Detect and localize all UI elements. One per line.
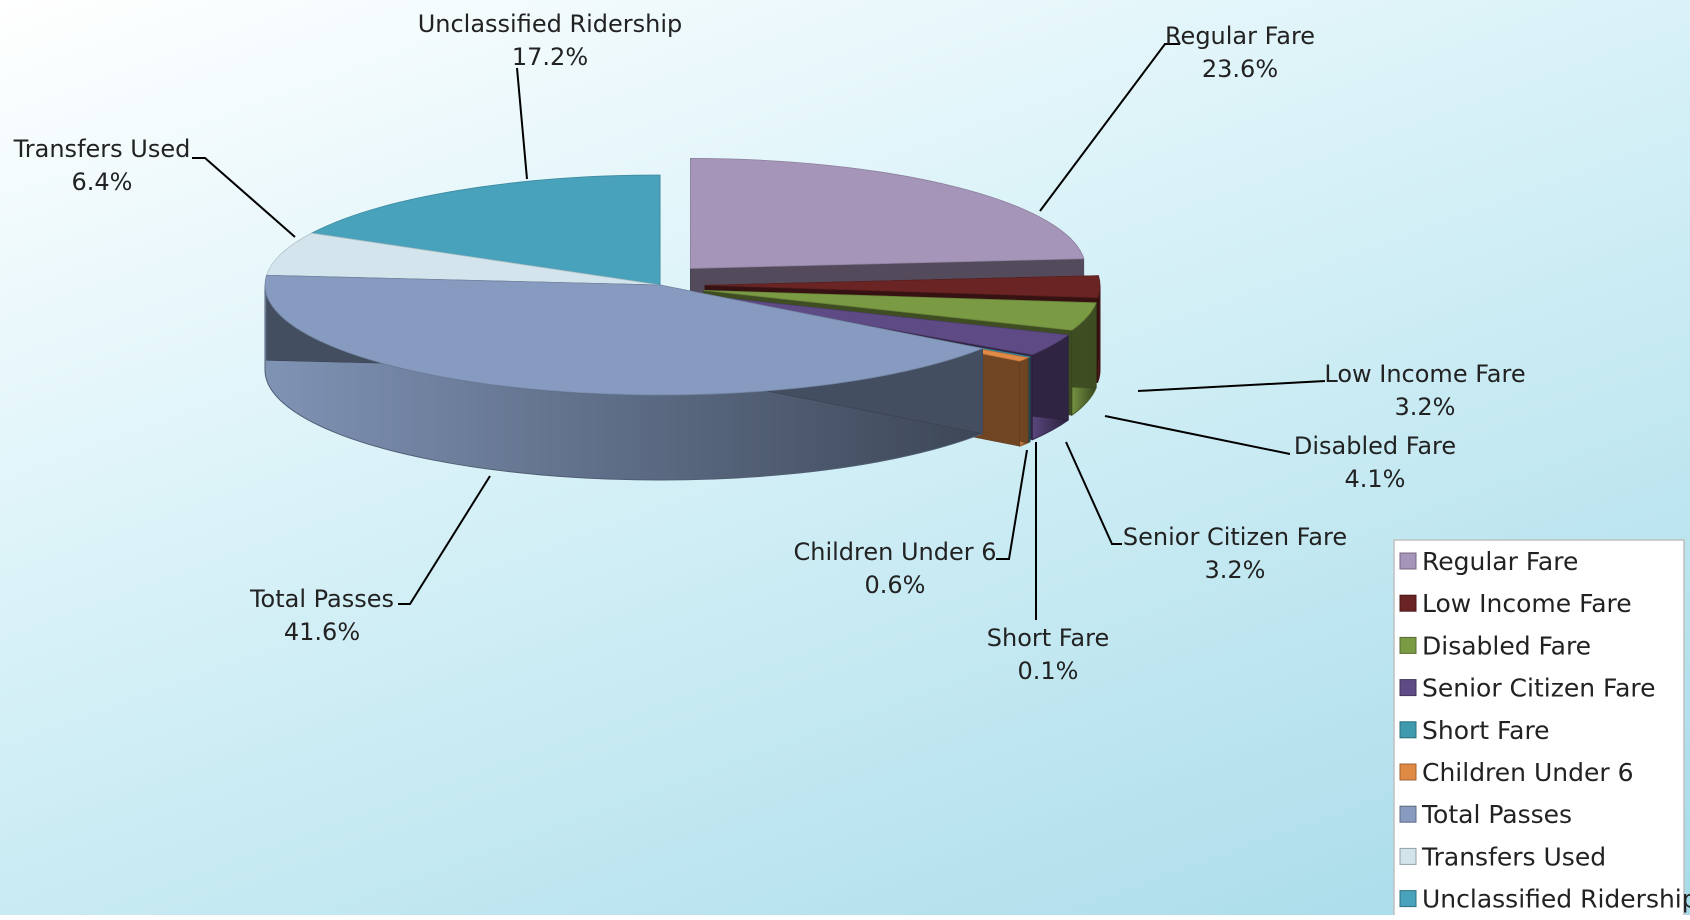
data-label-children-under-6: Children Under 6 xyxy=(793,538,996,566)
legend-swatch-children-under-6 xyxy=(1399,763,1417,781)
data-label-transfers-used: Transfers Used xyxy=(13,135,191,163)
pie-slice-total-passes xyxy=(264,274,984,481)
pie-slice-top xyxy=(703,289,1097,331)
data-label-percent-total-passes: 41.6% xyxy=(284,618,360,646)
data-label-percent-children-under-6: 0.6% xyxy=(865,571,926,599)
pie-slice-top xyxy=(689,158,1085,269)
legend: Regular Fare Low Income Fare Disabled Fare… xyxy=(1393,539,1690,920)
data-label-unclassified-ridership: Unclassified Ridership xyxy=(418,10,683,38)
data-label-short-fare: Short Fare xyxy=(987,624,1109,652)
pie-layer xyxy=(264,158,1101,481)
leader-line-disabled-fare xyxy=(1104,415,1291,455)
legend-item-transfers-used: Transfers Used xyxy=(1421,842,1606,871)
pie-slice-top xyxy=(704,275,1101,299)
data-label-disabled-fare: Disabled Fare xyxy=(1294,432,1456,460)
data-label-percent-low-income-fare: 3.2% xyxy=(1395,393,1456,421)
data-labels: Regular Fare 23.6% Low Income Fare 3.2% Disa… xyxy=(13,10,1526,685)
data-label-percent-short-fare: 0.1% xyxy=(1018,657,1079,685)
legend-box xyxy=(1393,539,1685,920)
data-label-total-passes: Total Passes xyxy=(249,585,394,613)
data-label-percent-disabled-fare: 4.1% xyxy=(1345,465,1406,493)
leader-line-low-income-fare xyxy=(1137,380,1326,392)
legend-swatch-disabled-fare xyxy=(1399,636,1417,654)
legend-item-regular-fare: Regular Fare xyxy=(1422,547,1578,576)
pie-slice-top xyxy=(700,294,1070,356)
leader-line-regular-fare xyxy=(1039,43,1180,212)
data-label-percent-senior-citizen-fare: 3.2% xyxy=(1205,556,1266,584)
pie-slice-top xyxy=(310,174,661,286)
data-label-senior-citizen-fare: Senior Citizen Fare xyxy=(1123,523,1347,551)
leader-line-transfers-used xyxy=(192,157,296,238)
data-label-percent-transfers-used: 6.4% xyxy=(72,168,133,196)
legend-item-short-fare: Short Fare xyxy=(1422,716,1550,745)
data-label-regular-fare: Regular Fare xyxy=(1165,22,1315,50)
pie-slice-top xyxy=(264,274,984,396)
pie-slice-top xyxy=(265,232,661,286)
legend-item-senior-citizen-fare: Senior Citizen Fare xyxy=(1422,674,1656,703)
leader-line-unclassified-ridership xyxy=(516,67,528,180)
leader-line-senior-citizen-fare xyxy=(1065,441,1122,545)
legend-item-disabled-fare: Disabled Fare xyxy=(1422,631,1591,660)
data-label-low-income-fare: Low Income Fare xyxy=(1324,360,1525,388)
legend-swatch-regular-fare xyxy=(1399,552,1417,570)
leader-lines xyxy=(192,43,1326,620)
legend-item-children-under-6: Children Under 6 xyxy=(1422,758,1634,787)
legend-swatch-short-fare xyxy=(1399,721,1417,739)
data-label-percent-unclassified-ridership: 17.2% xyxy=(512,43,588,71)
legend-swatch-total-passes xyxy=(1399,805,1417,823)
legend-swatch-senior-citizen-fare xyxy=(1399,679,1417,697)
legend-item-unclassified-ridership: Unclassified Ridership xyxy=(1422,885,1690,914)
data-label-percent-regular-fare: 23.6% xyxy=(1202,55,1278,83)
legend-item-low-income-fare: Low Income Fare xyxy=(1422,589,1632,618)
leader-line-children-under-6 xyxy=(996,449,1028,560)
legend-swatch-transfers-used xyxy=(1399,847,1417,865)
legend-swatch-low-income-fare xyxy=(1399,594,1417,612)
legend-swatch-unclassified-ridership xyxy=(1399,890,1417,908)
leader-line-total-passes xyxy=(398,475,491,605)
legend-item-total-passes: Total Passes xyxy=(1421,800,1572,829)
